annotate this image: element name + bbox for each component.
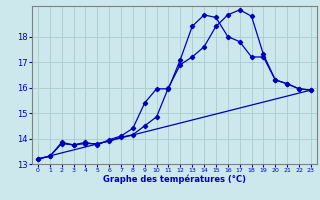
X-axis label: Graphe des températures (°C): Graphe des températures (°C) bbox=[103, 175, 246, 184]
